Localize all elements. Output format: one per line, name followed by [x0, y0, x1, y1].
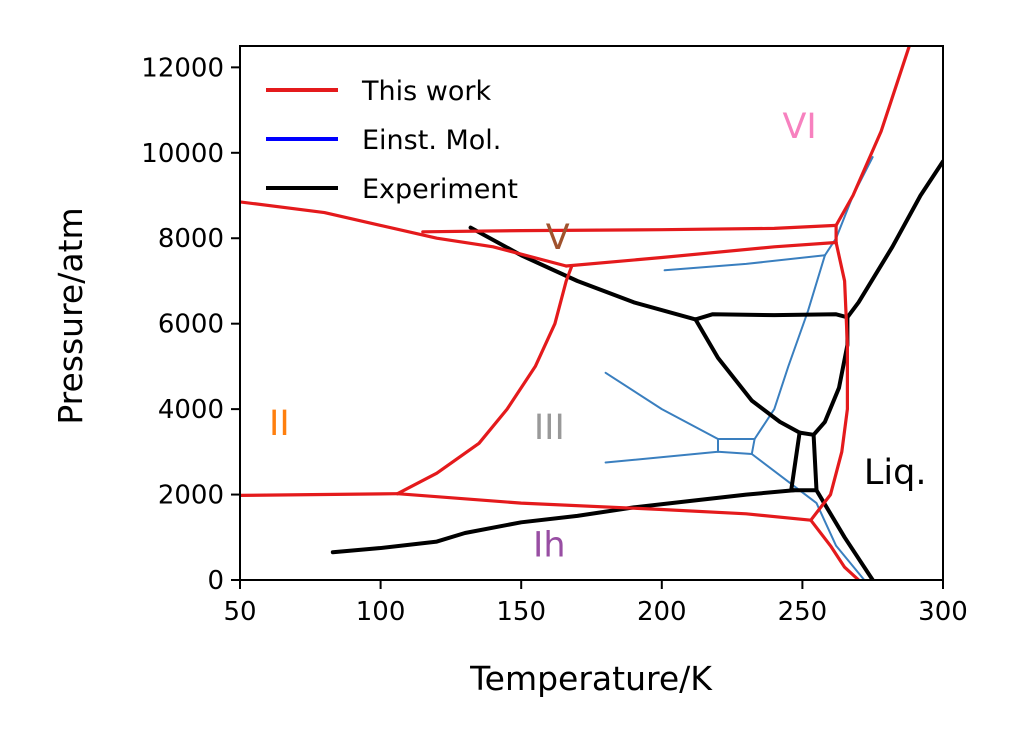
x-tick-label: 200 [637, 597, 687, 627]
einst-mol-line-8 [750, 438, 756, 455]
experiment-line-9 [811, 315, 850, 437]
phase-label-v: V [546, 218, 570, 258]
this-work-line-8 [809, 518, 861, 580]
this-work-line-2 [395, 264, 574, 496]
x-tick-label: 50 [223, 597, 256, 627]
legend: This work Einst. Mol. Experiment [266, 76, 518, 205]
y-tick-label: 4000 [158, 395, 224, 425]
this-work-line-1 [240, 492, 400, 497]
y-axis-title: Pressure/atm [51, 207, 90, 424]
x-tick-label: 100 [356, 597, 406, 627]
experiment-line-4 [797, 430, 816, 437]
phase-label-ih: Ih [533, 526, 566, 566]
x-axis-ticks: 50 100 150 200 250 300 [223, 580, 968, 627]
experiment-line-1 [468, 225, 698, 322]
legend-label-this-work: This work [361, 76, 491, 107]
experiment-line-6 [811, 432, 819, 493]
legend-label-einst-mol: Einst. Mol. [362, 125, 501, 156]
this-work-line-5 [564, 240, 838, 268]
einst-mol-line-9 [750, 453, 866, 580]
phase-label-iii: III [534, 408, 565, 448]
y-tick-label: 0 [207, 566, 224, 596]
plot-frame [239, 45, 944, 581]
x-tick-label: 150 [496, 597, 546, 627]
phase-label-liq: Liq. [864, 453, 927, 493]
x-axis-title: Temperature/K [469, 659, 713, 698]
experiment-line-8 [814, 488, 875, 580]
phase-label-ii: II [269, 404, 290, 444]
y-tick-label: 10000 [141, 139, 224, 169]
einst-mol-line-1 [823, 156, 874, 257]
einst-mol-line-5 [717, 450, 753, 455]
y-tick-label: 6000 [158, 310, 224, 340]
phase-label-vi: VI [782, 107, 816, 147]
experiment-line-0 [330, 488, 796, 555]
this-work-line-7 [834, 46, 911, 245]
einst-mol-line-3 [604, 371, 719, 440]
einst-mol-line-2 [753, 254, 826, 440]
y-tick-label: 2000 [158, 481, 224, 511]
this-work-line-6 [809, 240, 849, 522]
this-work-line-4 [421, 223, 838, 234]
this-work-line-0 [240, 200, 568, 268]
x-tick-label: 250 [778, 597, 828, 627]
einst-mol-line-4 [604, 450, 719, 464]
y-axis-ticks: 0 2000 4000 6000 8000 10000 12000 [141, 53, 240, 596]
x-tick-label: 300 [918, 597, 968, 627]
y-tick-label: 12000 [141, 53, 224, 83]
legend-label-experiment: Experiment [362, 174, 518, 205]
experiment-line-3 [693, 317, 802, 435]
experiment-line-2 [693, 312, 850, 322]
einst-mol-line-0 [663, 254, 826, 272]
this-work-line-3 [395, 492, 813, 522]
experiment-line-5 [789, 430, 802, 493]
plot-lines [240, 46, 943, 580]
y-tick-label: 8000 [158, 224, 224, 254]
experiment-line-10 [845, 159, 943, 320]
